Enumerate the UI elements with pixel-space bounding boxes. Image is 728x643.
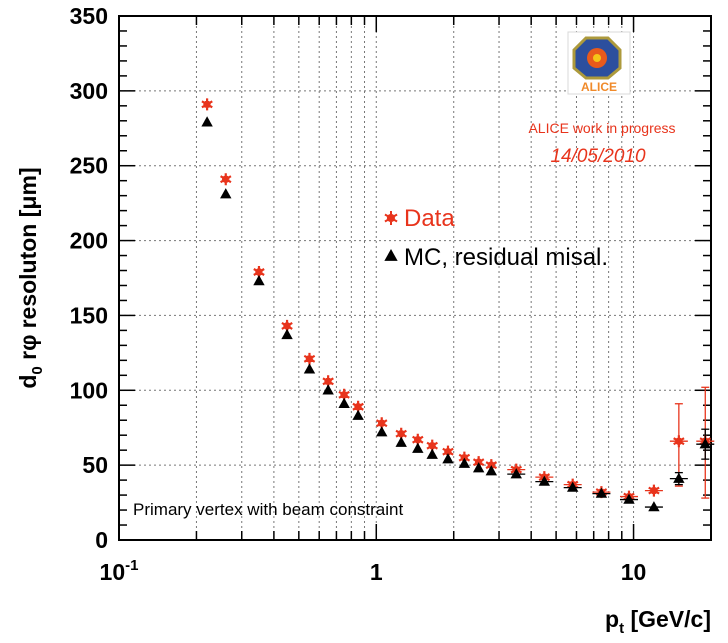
x-tick-label: 1: [370, 559, 383, 585]
logo-center: [593, 54, 601, 62]
x-tick-label-base: 10: [100, 559, 126, 585]
y-axis-title-main: resoluton [: [15, 209, 41, 328]
y-axis-title-d: d: [15, 375, 41, 389]
y-tick-label: 150: [70, 302, 108, 328]
plot-frame: [118, 15, 712, 541]
legend-mc-label: MC, residual misal.: [404, 244, 608, 271]
work-in-progress-label: ALICE work in progress: [528, 120, 675, 136]
mc-point-triangle: [458, 457, 471, 468]
vertex-note: Primary vertex with beam constraint: [133, 500, 403, 519]
y-axis-title-sub: 0: [29, 366, 46, 374]
y-tick-label: 100: [70, 377, 108, 403]
data-point-star: [303, 352, 316, 365]
data-point-star: [648, 484, 660, 497]
data-point-star: [673, 435, 685, 448]
x-axis-title: pt [GeV/c]: [605, 606, 711, 637]
mc-point-triangle: [623, 493, 635, 504]
mc-point-triangle: [376, 426, 388, 437]
data-point-star: [220, 173, 232, 186]
mc-point-triangle: [472, 462, 485, 473]
mc-point-triangle: [281, 328, 293, 340]
y-tick-label: 250: [70, 153, 108, 179]
x-axis-title-units: [GeV/c]: [624, 606, 711, 632]
mc-point-triangle: [510, 468, 522, 479]
y-tick-label: 200: [70, 228, 108, 254]
mc-point-triangle: [699, 438, 711, 449]
x-tick-label-exp: -1: [125, 557, 138, 574]
y-axis-title-phi: φ: [15, 334, 41, 350]
data-point-star: [201, 98, 213, 111]
y-tick-label: 300: [70, 78, 108, 104]
mc-point-triangle: [395, 436, 407, 447]
legend-data-label: Data: [404, 205, 455, 232]
mc-point-triangle: [538, 475, 551, 486]
mc-point-triangle: [338, 397, 350, 408]
grid-layer: [119, 16, 711, 540]
date-label: 14/05/2010: [550, 146, 646, 167]
x-tick-label: 10-1: [100, 557, 139, 585]
x-axis-title-sub: t: [619, 620, 624, 637]
x-axis-title-p: p: [605, 606, 619, 632]
logo-text: ALICE: [581, 80, 617, 94]
mc-point-triangle: [220, 188, 232, 199]
mc-point-triangle: [322, 384, 334, 395]
y-axis-title: d0 rφ resoluton [μm]: [15, 167, 46, 388]
y-axis-title-close: ]: [15, 167, 41, 175]
legend-mc-marker: [384, 249, 398, 261]
y-tick-label: 50: [82, 452, 108, 478]
alice-logo: ALICE: [567, 31, 631, 95]
mc-point-triangle: [253, 274, 265, 286]
y-tick-label: 0: [95, 527, 108, 553]
points-layer: [201, 98, 715, 512]
mc-point-triangle: [648, 501, 660, 512]
mc-point-triangle: [303, 363, 316, 374]
mc-point-triangle: [426, 448, 438, 459]
mc-point-triangle: [201, 116, 213, 127]
mc-point-triangle: [412, 442, 424, 453]
legend-data-marker: [384, 211, 398, 225]
y-tick-label: 350: [70, 3, 108, 29]
legend: Data MC, residual misal.: [384, 205, 608, 271]
mc-point-triangle: [566, 481, 579, 492]
y-axis-title-r: r: [15, 351, 41, 366]
mc-point-triangle: [352, 409, 364, 420]
mc-point-triangle: [595, 487, 608, 498]
mc-point-triangle: [442, 453, 454, 464]
mc-point-triangle: [673, 472, 685, 483]
y-axis-title-unit: μm: [15, 175, 41, 210]
mc-point-triangle: [485, 465, 498, 476]
x-tick-label: 10: [621, 559, 647, 585]
